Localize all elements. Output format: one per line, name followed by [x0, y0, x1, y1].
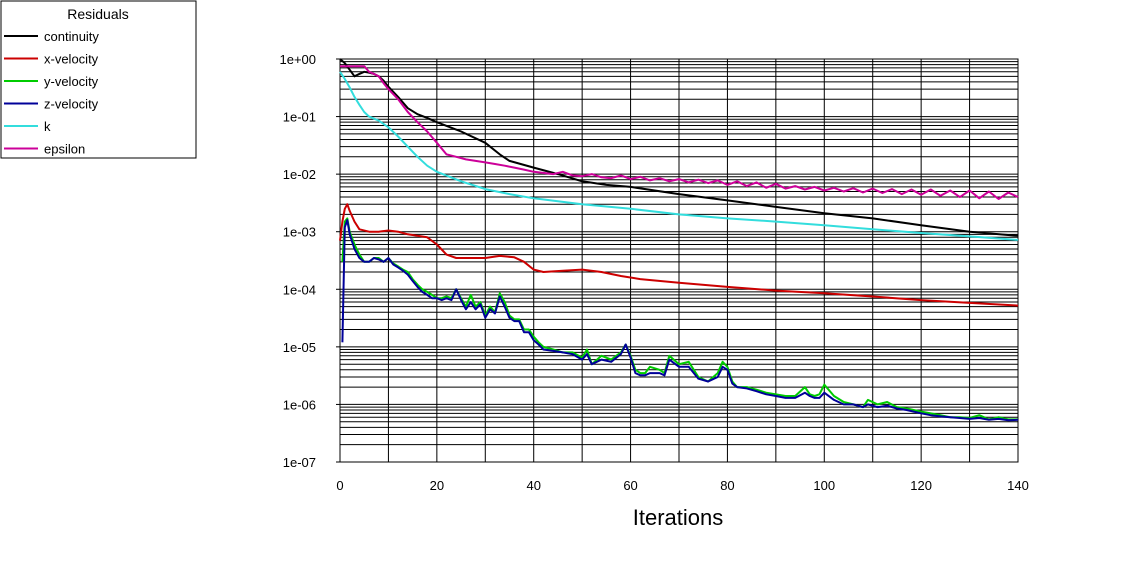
series-line-x-velocity: [339, 203, 1019, 307]
legend-title: Residuals: [67, 6, 128, 22]
x-tick-label: 120: [910, 478, 932, 493]
legend-label-epsilon: epsilon: [44, 142, 85, 157]
x-axis-label: Iterations: [633, 505, 724, 530]
legend: Residuals continuity x-velocity y-velocity…: [0, 0, 197, 159]
legend-box: [0, 0, 197, 159]
y-tick-label: 1e-07: [283, 455, 316, 470]
plot-frame: [339, 58, 1019, 463]
x-tick-label: 100: [813, 478, 835, 493]
x-tick-label: 20: [430, 478, 444, 493]
y-tick-label: 1e-05: [283, 340, 316, 355]
y-tick-label: 1e-03: [283, 225, 316, 240]
x-tick-label: 80: [720, 478, 734, 493]
y-tick-label: 1e+00: [279, 52, 316, 67]
grid: [340, 59, 1018, 463]
series-line-k: [339, 71, 1019, 241]
y-tick-label: 1e-04: [283, 282, 316, 297]
x-tick-label: 60: [623, 478, 637, 493]
y-tick-label: 1e-01: [283, 110, 316, 125]
x-tick-label: 140: [1007, 478, 1029, 493]
series-line-epsilon: [340, 65, 1019, 200]
series: [339, 58, 1019, 422]
axes: 1e-07 1e-06 1e-05 1e-04 1e-03 1e-02 1e-01 1e+00…: [279, 52, 1028, 493]
legend-label-z-velocity: z-velocity: [44, 97, 99, 112]
x-tick-label: 0: [336, 478, 343, 493]
y-tick-label: 1e-02: [283, 167, 316, 182]
legend-label-x-velocity: x-velocity: [44, 52, 99, 67]
series-line-continuity: [339, 58, 1019, 237]
legend-label-k: k: [44, 119, 51, 134]
series-line-z-velocity: [341, 219, 1019, 422]
y-tick-label: 1e-06: [283, 397, 316, 412]
legend-label-y-velocity: y-velocity: [44, 74, 99, 89]
x-tick-label: 40: [526, 478, 540, 493]
legend-label-continuity: continuity: [44, 29, 99, 44]
